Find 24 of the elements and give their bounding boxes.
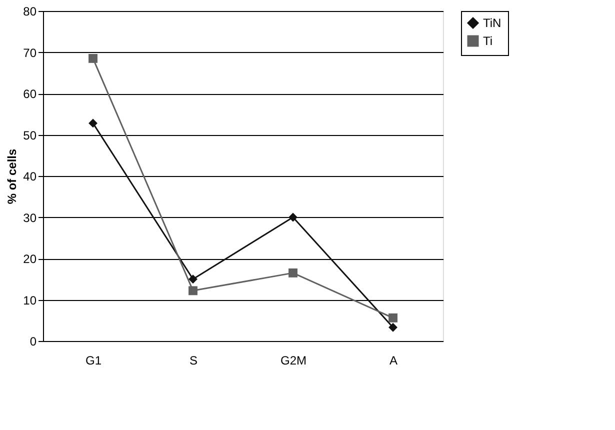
point: [188, 274, 198, 284]
x-tick-label: G1: [85, 354, 102, 368]
point: [88, 118, 98, 128]
y-tick-label: 10: [23, 293, 37, 308]
y-tick-label: 80: [23, 4, 37, 18]
y-tick-label: 60: [23, 87, 37, 101]
point: [188, 286, 198, 296]
x-tick-label: S: [189, 354, 198, 368]
legend-label: Ti: [483, 34, 493, 48]
point: [388, 313, 398, 322]
point: [88, 54, 98, 63]
y-tick-label: 50: [23, 128, 37, 142]
x-tick-label: G2M: [280, 354, 307, 368]
legend-label: TiN: [483, 16, 502, 30]
y-tick-label: 70: [23, 46, 37, 60]
point: [288, 212, 298, 222]
y-tick-label: 40: [23, 170, 37, 184]
point: [388, 322, 398, 332]
x-tick-label: A: [389, 354, 398, 368]
y-tick-label: 20: [23, 252, 37, 266]
y-tick-label: 30: [23, 210, 37, 225]
point: [288, 268, 298, 278]
y-axis-title: % of cells: [5, 148, 20, 204]
y-tick-label: 0: [30, 334, 37, 348]
